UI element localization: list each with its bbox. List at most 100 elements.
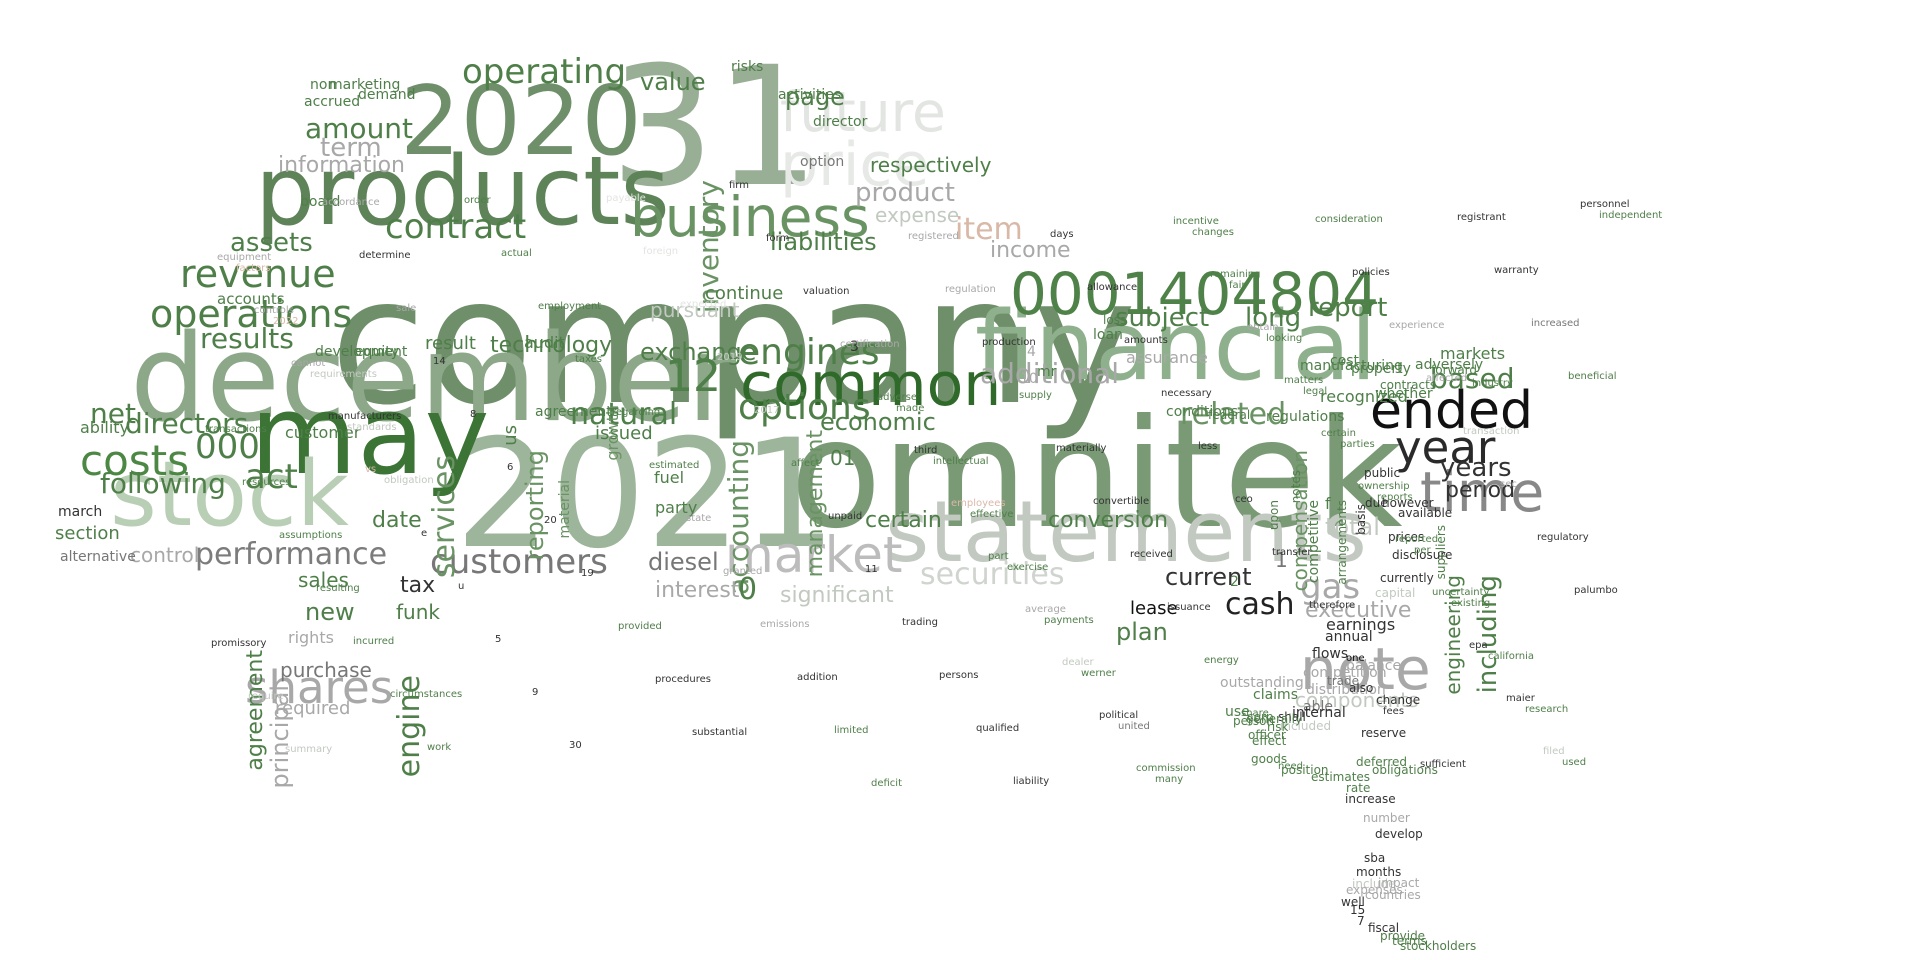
cloud-word: changes	[1192, 227, 1235, 238]
cloud-word: equipment	[217, 252, 272, 263]
cloud-word: following	[100, 467, 226, 500]
cloud-word: current	[1165, 563, 1252, 591]
cloud-word: property	[1351, 361, 1411, 377]
cloud-word: one	[1346, 653, 1365, 664]
cloud-word: adverse	[877, 392, 918, 403]
cloud-word: statements	[885, 483, 1367, 582]
cloud-word: 0001404804	[1010, 260, 1380, 328]
cloud-word: also	[1349, 681, 1374, 695]
cloud-word: development	[315, 344, 408, 360]
cloud-word: market	[725, 526, 903, 584]
cloud-word: directors	[125, 407, 249, 440]
cloud-word: forward	[1431, 363, 1478, 377]
cloud-word: employees	[951, 498, 1006, 509]
cloud-word: conditions	[1166, 404, 1239, 420]
cloud-word: per	[1414, 545, 1431, 556]
cloud-word: amounts	[1124, 335, 1168, 346]
cloud-word: conversion	[1048, 508, 1169, 533]
cloud-word: use	[1225, 704, 1250, 720]
cloud-word: march	[58, 504, 103, 520]
cloud-word: state	[686, 513, 712, 524]
cloud-word: product	[855, 178, 956, 208]
cloud-word: regulations	[1266, 409, 1345, 425]
cloud-word: stock	[110, 442, 349, 547]
cloud-word: assumptions	[279, 530, 343, 541]
cloud-word: affected	[1426, 373, 1468, 384]
cloud-word: convertible	[1093, 496, 1150, 507]
cloud-word: cost	[1330, 353, 1360, 369]
cloud-word: fuel	[654, 468, 685, 487]
cloud-word: taxes	[575, 354, 603, 365]
cloud-word: accrued	[304, 94, 361, 110]
cloud-word: werner	[1081, 668, 1116, 679]
cloud-word: due	[1365, 496, 1388, 510]
cloud-word: received	[1130, 549, 1173, 560]
cloud-word: agreement	[243, 650, 268, 771]
cloud-word: fees	[1383, 706, 1405, 717]
cloud-word: assurance	[1126, 348, 1208, 367]
cloud-word: report	[1308, 293, 1388, 323]
cloud-word: years	[1440, 453, 1512, 483]
cloud-word: 1	[1275, 548, 1288, 572]
cloud-word: public	[1364, 466, 1401, 480]
cloud-word: purchase	[280, 658, 372, 682]
cloud-word: reports	[1377, 492, 1413, 503]
cloud-word: engines	[738, 332, 880, 373]
cloud-word: value	[640, 68, 706, 96]
cloud-word: demand	[358, 87, 416, 103]
cloud-word: regulatory	[1537, 532, 1589, 543]
cloud-word: allowance	[1087, 282, 1138, 293]
cloud-word: dealer	[1062, 657, 1094, 668]
cloud-word: countries	[1365, 888, 1421, 902]
cloud-word: period	[1445, 478, 1516, 503]
cloud-word: long	[1245, 303, 1302, 333]
cloud-word: available	[1398, 506, 1453, 520]
cloud-word: persons	[939, 670, 979, 681]
cloud-word: 2017	[754, 405, 780, 416]
cloud-word: economic	[820, 408, 936, 436]
cloud-word: omnitek	[790, 388, 1403, 562]
cloud-word: production	[982, 337, 1036, 348]
cloud-word: reserve	[1361, 726, 1407, 740]
cloud-word: balance	[1346, 658, 1402, 674]
cloud-word: intellectual	[933, 456, 989, 467]
cloud-word: u	[458, 581, 465, 592]
cloud-word: days	[1050, 229, 1074, 240]
cloud-word: based	[1430, 362, 1515, 395]
cloud-word: summary	[285, 744, 333, 755]
cloud-word: capital	[1375, 586, 1416, 600]
cloud-word: vs	[365, 464, 377, 475]
cloud-word: control	[130, 543, 200, 567]
cloud-word: filed	[1543, 746, 1565, 757]
cloud-word: operating	[462, 52, 627, 92]
cloud-word: agreements	[535, 404, 620, 420]
cloud-word: 3	[850, 339, 859, 355]
cloud-word: cash	[1225, 587, 1295, 622]
cloud-word: employment	[538, 301, 602, 312]
cloud-word: 8	[470, 409, 477, 420]
cloud-word: reporting	[521, 450, 549, 561]
cloud-word: outstanding	[1220, 675, 1304, 691]
cloud-word: company	[330, 241, 1137, 444]
cloud-word: work	[427, 742, 452, 753]
cloud-word: certification	[840, 339, 900, 350]
cloud-word: ended	[1370, 381, 1533, 441]
cloud-word: equity	[355, 344, 400, 360]
cloud-word: shall	[1278, 710, 1306, 724]
cloud-word: flows	[1312, 646, 1349, 662]
cloud-word: exchange	[640, 338, 757, 366]
cloud-word: affect	[791, 458, 820, 469]
cloud-word: necessary	[1161, 388, 1212, 399]
cloud-word: 2022	[273, 316, 299, 327]
cloud-word: board	[300, 194, 341, 210]
cloud-word: palumbo	[1574, 585, 1618, 596]
cloud-word: note	[1300, 635, 1431, 703]
cloud-word: registrant	[1457, 212, 1506, 223]
cloud-word: obligations	[1372, 763, 1438, 777]
cloud-word: ceo	[1235, 494, 1253, 505]
cloud-word: requirements	[310, 369, 377, 380]
cloud-word: funk	[396, 600, 440, 624]
cloud-word: payments	[1044, 615, 1094, 626]
cloud-word: increased	[1531, 318, 1580, 329]
cloud-word: business	[630, 185, 870, 249]
